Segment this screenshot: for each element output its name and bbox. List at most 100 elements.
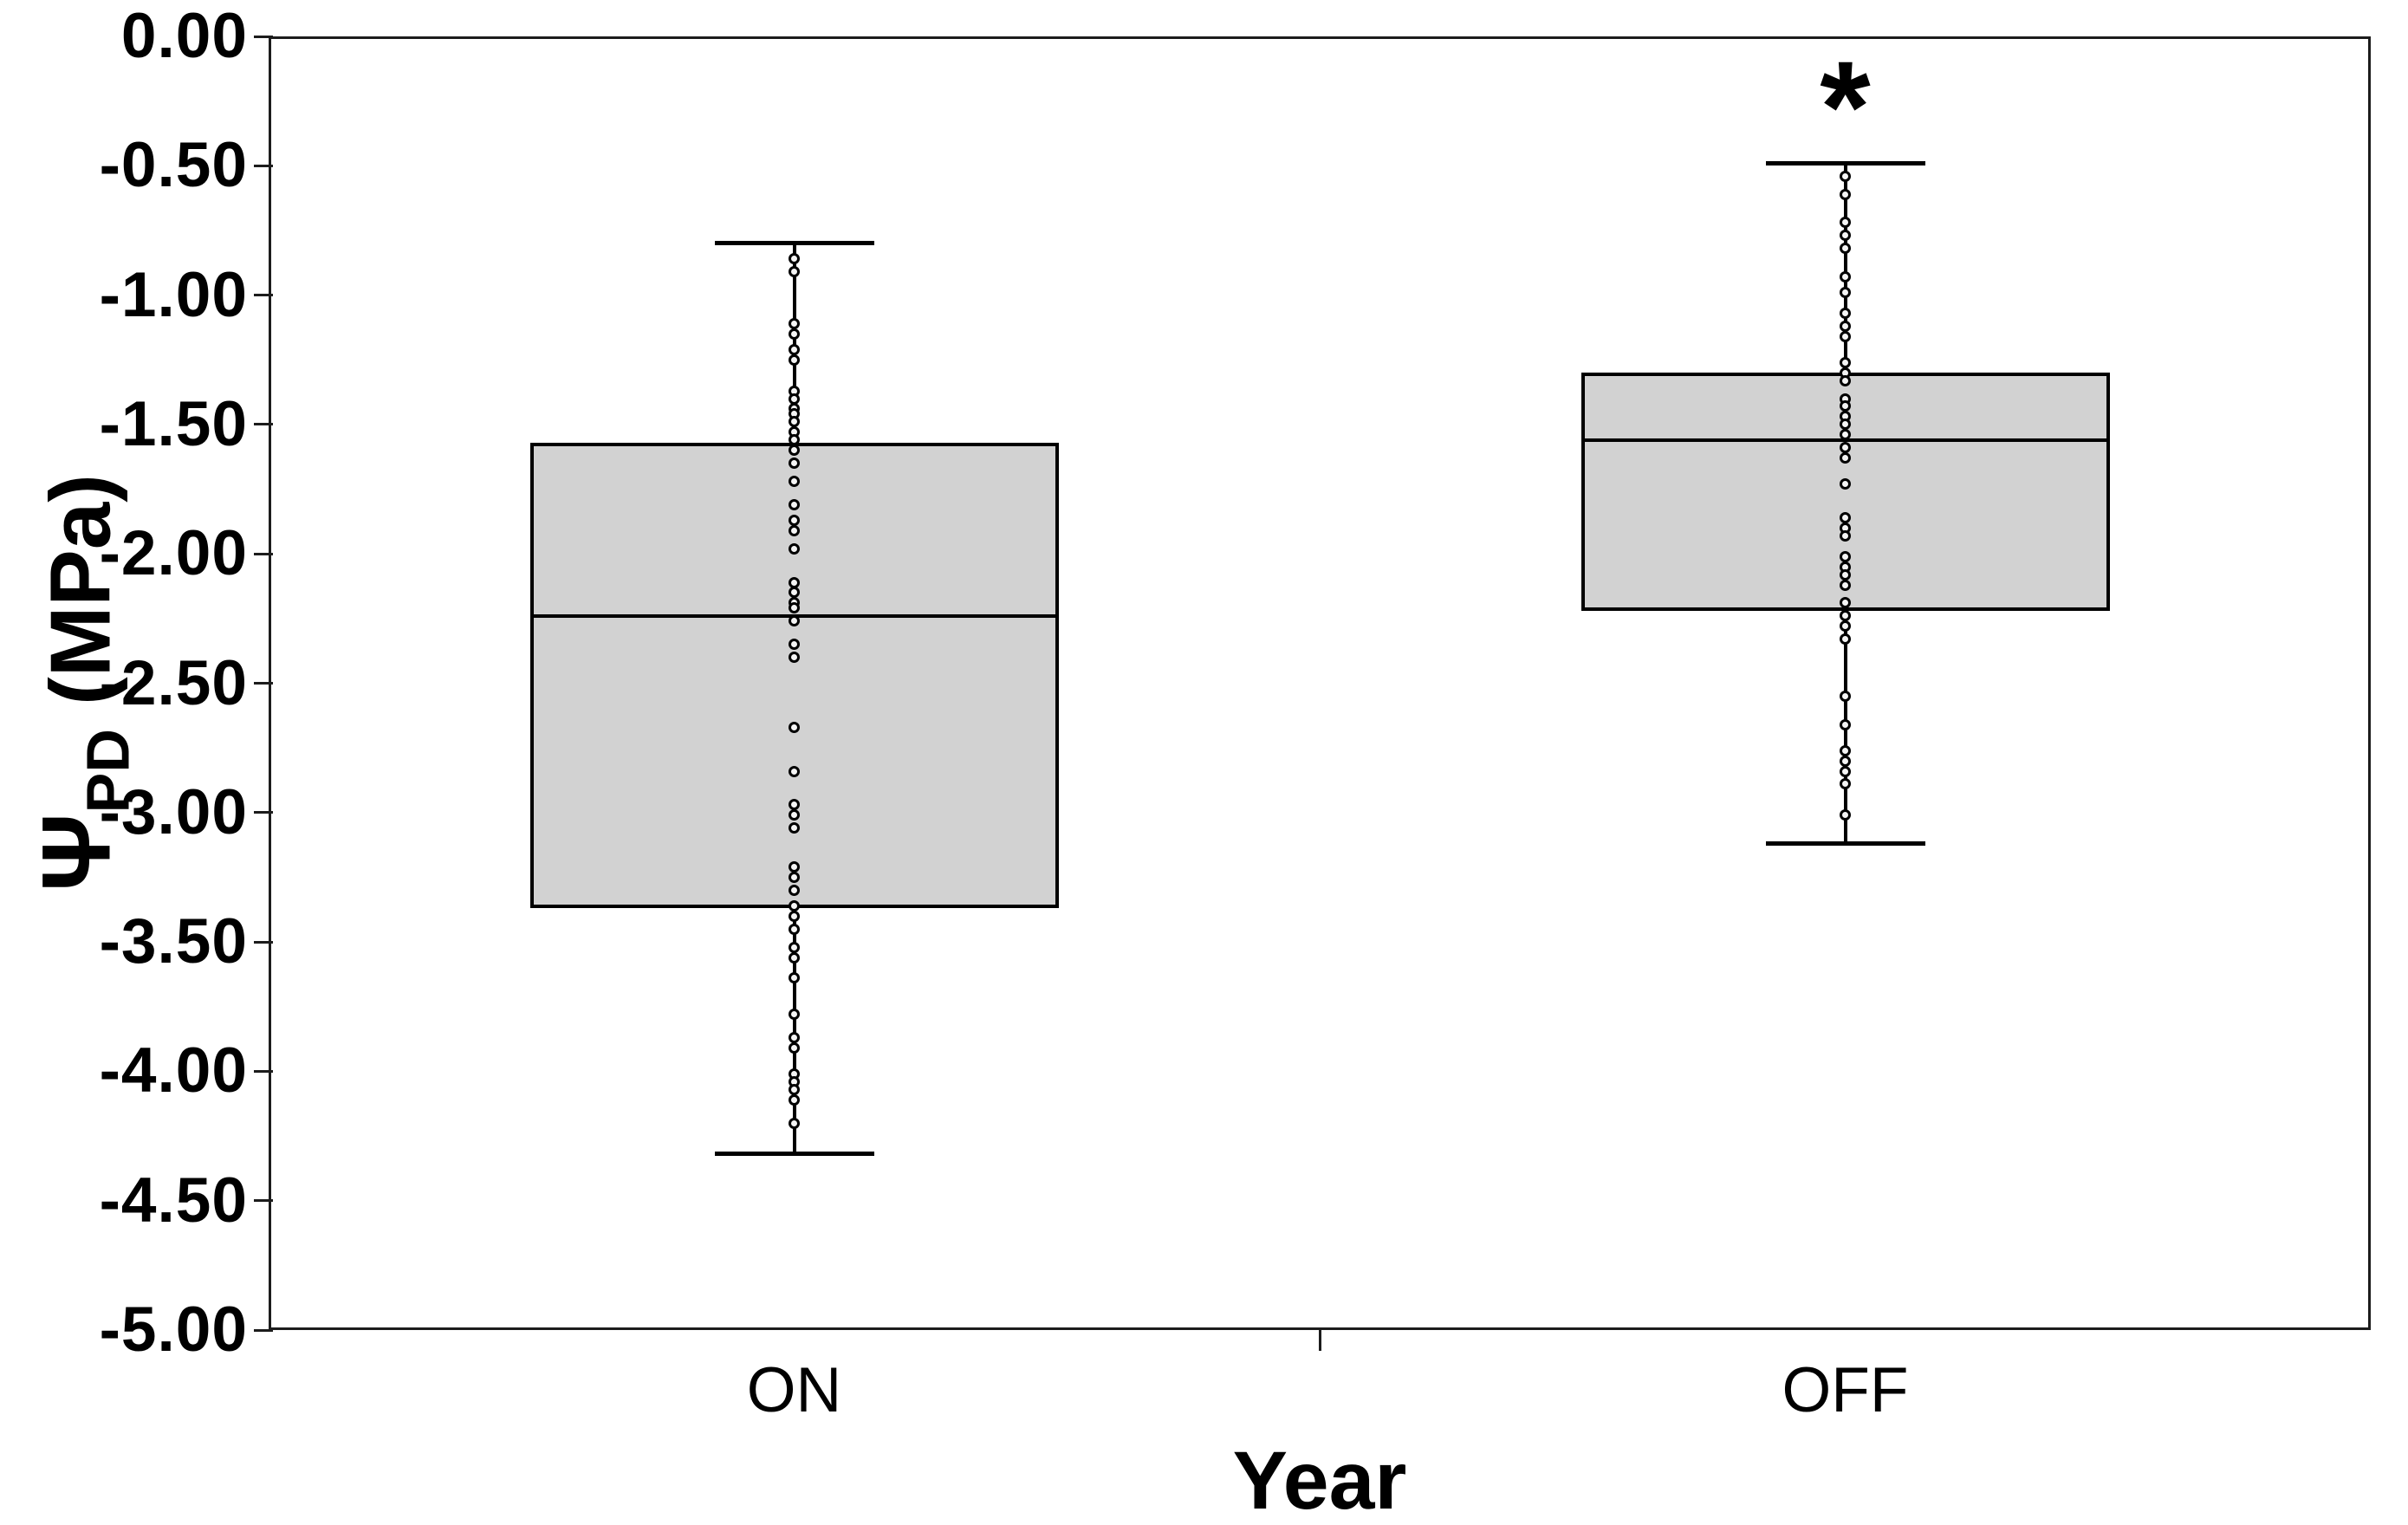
data-point [789, 354, 800, 366]
data-point [789, 253, 800, 265]
data-point [789, 765, 800, 777]
data-point [789, 524, 800, 536]
y-axis-tick-label: 0.00 [120, 1, 248, 71]
y-axis-tick-label: -2.50 [99, 647, 248, 718]
data-point [1840, 511, 1851, 523]
y-axis-tick [254, 1328, 273, 1332]
y-axis-tick-label: -0.50 [99, 130, 248, 201]
data-point [789, 910, 800, 922]
data-point [1840, 744, 1851, 756]
data-point [1840, 809, 1851, 821]
y-axis-tick [254, 1069, 273, 1073]
data-point [789, 615, 800, 627]
data-point [789, 861, 800, 873]
data-point [1840, 243, 1851, 255]
data-point [1840, 188, 1851, 200]
data-point [789, 514, 800, 526]
upper-whisker-line [792, 243, 796, 443]
data-point [789, 799, 800, 811]
data-point [1840, 579, 1851, 591]
lower-whisker-cap [714, 1152, 874, 1157]
y-axis-tick-label: -4.50 [99, 1165, 248, 1236]
data-point [789, 1093, 800, 1106]
y-axis-tick [254, 682, 273, 685]
y-axis-tick-label: -1.50 [99, 388, 248, 459]
iqr-box-ON [529, 442, 1059, 909]
y-axis-tick [254, 423, 273, 426]
data-point [789, 899, 800, 912]
upper-whisker-cap [714, 241, 874, 246]
data-point [789, 1083, 800, 1095]
y-axis-tick [254, 164, 273, 167]
data-point [789, 602, 800, 614]
upper-whisker-cap [1765, 160, 1925, 165]
data-point [1840, 170, 1851, 182]
y-axis-tick-label: -5.00 [99, 1295, 248, 1365]
data-point [1840, 419, 1851, 431]
data-point [789, 343, 800, 355]
lower-whisker-cap [1765, 841, 1925, 847]
data-point [789, 1042, 800, 1055]
data-point [1840, 287, 1851, 299]
y-axis-tick-label: -1.00 [99, 259, 248, 330]
y-axis-tick-label: -3.50 [99, 906, 248, 977]
category-label-ON: ON [746, 1355, 842, 1425]
data-point [789, 951, 800, 964]
data-point [789, 416, 800, 428]
data-point [789, 498, 800, 510]
data-point [789, 1009, 800, 1021]
data-point [1840, 550, 1851, 562]
data-point [1840, 568, 1851, 581]
data-point [1840, 452, 1851, 464]
data-point [1840, 620, 1851, 633]
data-point [789, 542, 800, 555]
data-point [1840, 320, 1851, 332]
data-point [1840, 718, 1851, 730]
data-point [789, 721, 800, 733]
data-point [789, 434, 800, 446]
data-point [1840, 271, 1851, 283]
y-axis-tick [254, 552, 273, 555]
data-point [789, 576, 800, 588]
data-point [1840, 633, 1851, 646]
data-point [789, 328, 800, 340]
data-point [1840, 765, 1851, 777]
x-axis-boundary-tick [1318, 1330, 1321, 1351]
upper-whisker-line [1843, 163, 1847, 373]
y-axis-tick-label: -3.00 [99, 776, 248, 847]
data-point [1840, 755, 1851, 767]
data-point [789, 822, 800, 834]
data-point [1840, 690, 1851, 702]
data-point [789, 317, 800, 329]
data-point [1840, 400, 1851, 412]
y-axis-tick-label: -2.00 [99, 518, 248, 589]
data-point [789, 1032, 800, 1044]
y-axis-tick-label: -4.00 [99, 1035, 248, 1106]
data-point [789, 972, 800, 984]
data-point [1840, 374, 1851, 386]
data-point [789, 476, 800, 488]
data-point [1840, 778, 1851, 790]
data-point [1840, 308, 1851, 319]
data-point [789, 809, 800, 821]
data-point [1840, 478, 1851, 490]
data-point [789, 393, 800, 405]
data-point [789, 884, 800, 896]
y-axis-tick [254, 811, 273, 814]
data-point [789, 923, 800, 935]
data-point [789, 458, 800, 470]
data-point [789, 941, 800, 953]
data-point [1840, 610, 1851, 622]
data-point [1840, 597, 1851, 609]
data-point [1840, 230, 1851, 242]
data-point [1840, 442, 1851, 454]
significance-asterisk: * [1820, 33, 1871, 179]
data-point [789, 652, 800, 664]
data-point [1840, 330, 1851, 342]
data-point [1840, 529, 1851, 542]
y-axis-tick [254, 294, 273, 297]
y-axis-tick [254, 1199, 273, 1203]
y-axis-tick [254, 940, 273, 944]
lower-whisker-line [792, 908, 796, 1154]
